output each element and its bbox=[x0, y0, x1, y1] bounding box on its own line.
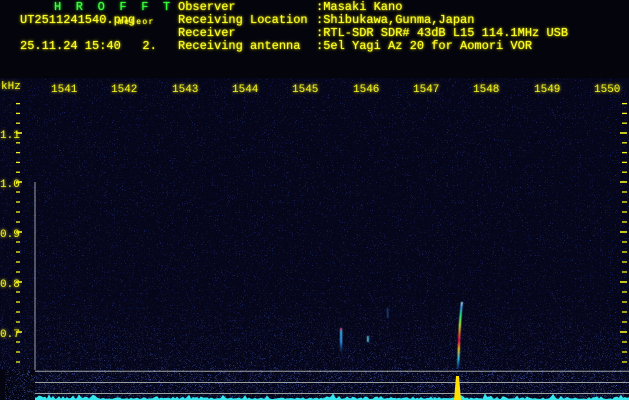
svg-text:1.0: 1.0 bbox=[0, 179, 20, 191]
svg-text:1550: 1550 bbox=[594, 84, 620, 96]
svg-text:0.8: 0.8 bbox=[0, 279, 20, 291]
svg-text:0.7: 0.7 bbox=[0, 329, 20, 341]
svg-text:kHz: kHz bbox=[1, 81, 21, 93]
svg-text:1547: 1547 bbox=[413, 84, 439, 96]
svg-text:1541: 1541 bbox=[51, 84, 78, 96]
svg-text:1546: 1546 bbox=[353, 84, 379, 96]
svg-text:0.9: 0.9 bbox=[0, 229, 20, 241]
svg-text:1544: 1544 bbox=[232, 84, 259, 96]
svg-text:1548: 1548 bbox=[473, 84, 499, 96]
svg-text:1549: 1549 bbox=[534, 84, 560, 96]
svg-text:1543: 1543 bbox=[172, 84, 198, 96]
svg-text:1542: 1542 bbox=[111, 84, 137, 96]
svg-text:1545: 1545 bbox=[292, 84, 318, 96]
svg-text:1.1: 1.1 bbox=[0, 130, 20, 142]
